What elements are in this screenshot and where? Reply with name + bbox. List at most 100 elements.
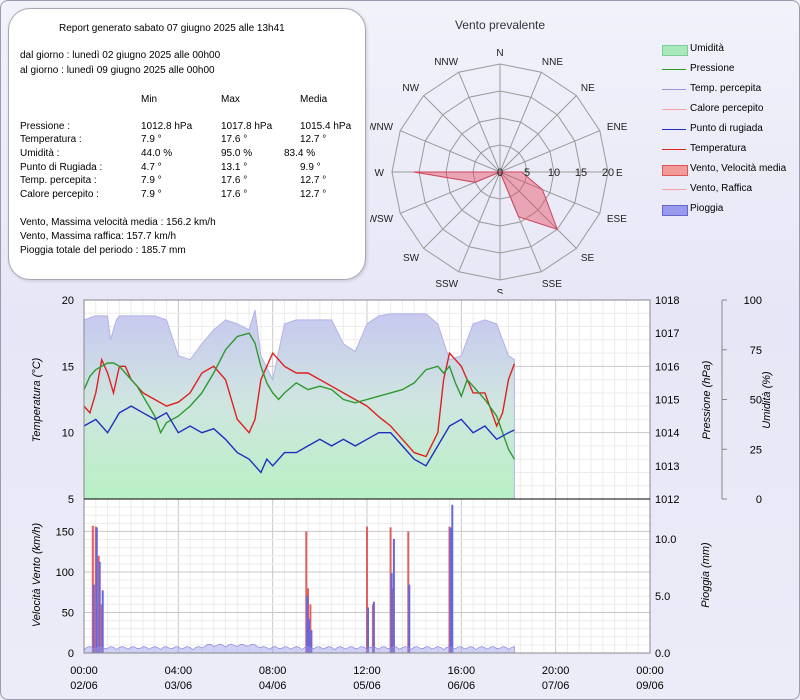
wind-axis-title: Velocità Vento (km/h) bbox=[31, 522, 43, 627]
stat-max: 17.6 ° bbox=[221, 175, 248, 186]
wind-rose-speed-area bbox=[413, 171, 559, 231]
stat-min: 7.9 ° bbox=[141, 189, 162, 200]
wind-direction-label: WNW bbox=[370, 122, 394, 133]
x-tick-time-label: 04:00 bbox=[165, 665, 193, 677]
wind-tick-label: 150 bbox=[56, 526, 74, 538]
humidity-tick-label: 100 bbox=[744, 295, 762, 307]
stat-min: 44.0 % bbox=[141, 148, 173, 159]
legend-label: Temperatura bbox=[690, 143, 747, 154]
wind-rose-tick-label: 20 bbox=[602, 167, 614, 179]
wind-tick-label: 50 bbox=[62, 607, 74, 619]
col-avg-header: Media bbox=[300, 94, 328, 105]
legend-label: Vento, Raffica bbox=[690, 183, 753, 194]
stat-label: Temperatura : bbox=[20, 134, 82, 145]
stat-label: Punto di Rugiada : bbox=[20, 162, 103, 173]
legend-label: Vento, Velocità media bbox=[690, 163, 787, 174]
stat-avg: 83.4 % bbox=[284, 148, 316, 159]
x-tick-time-label: 00:00 bbox=[70, 665, 98, 677]
x-tick-date-label: 09/06 bbox=[636, 680, 664, 692]
rain-tick-label: 0.0 bbox=[655, 648, 670, 660]
legend-swatch bbox=[662, 205, 688, 216]
wind-rose-spoke bbox=[499, 171, 577, 249]
stat-min: 7.9 ° bbox=[141, 175, 162, 186]
x-tick-time-label: 20:00 bbox=[542, 665, 570, 677]
period-to: al giorno : lunedì 09 giugno 2025 alle 0… bbox=[20, 65, 215, 76]
humidity-tick-label: 0 bbox=[756, 494, 762, 506]
wind-tick-label: 0 bbox=[68, 648, 74, 660]
temperature-axis-title: Temperatura (°C) bbox=[31, 357, 43, 442]
x-tick-time-label: 16:00 bbox=[448, 665, 476, 677]
wind-direction-label: N bbox=[496, 48, 503, 59]
wind-rose-tick-label: 10 bbox=[548, 167, 560, 179]
legend-item: Umidità bbox=[656, 40, 800, 60]
wind-direction-label: E bbox=[616, 168, 623, 179]
legend-item: Punto di rugiada bbox=[656, 120, 800, 140]
wind-rose-tick-label: 5 bbox=[524, 167, 530, 179]
wind-rose-spoke bbox=[458, 72, 501, 173]
wind-max-avg: Vento, Massima velocità media : 156.2 km… bbox=[20, 217, 216, 228]
wind-direction-label: ENE bbox=[607, 122, 628, 133]
wind-rose-title: Vento prevalente bbox=[455, 18, 545, 32]
pressure-tick-label: 1014 bbox=[655, 428, 679, 440]
wind-rose-spoke bbox=[499, 171, 600, 214]
legend-item: Vento, Velocità media bbox=[656, 160, 800, 180]
stat-max: 95.0 % bbox=[221, 148, 253, 159]
pressure-tick-label: 1018 bbox=[655, 295, 679, 307]
x-tick-date-label: 02/06 bbox=[70, 680, 98, 692]
stat-max: 17.6 ° bbox=[221, 189, 248, 200]
legend-item: Calore percepito bbox=[656, 100, 800, 120]
legend-swatch bbox=[662, 89, 686, 90]
wind-direction-label: SSE bbox=[542, 279, 562, 290]
wind-rose-spoke bbox=[499, 72, 542, 173]
pressure-axis-title: Pressione (hPa) bbox=[701, 360, 713, 439]
x-tick-time-label: 08:00 bbox=[259, 665, 287, 677]
legend: Umidità Pressione Temp. percepita Calore pe… bbox=[656, 40, 800, 220]
legend-label: Umidità bbox=[690, 43, 724, 54]
legend-label: Pressione bbox=[690, 63, 735, 74]
stat-label: Pressione : bbox=[20, 121, 71, 132]
pressure-tick-label: 1013 bbox=[655, 461, 679, 473]
wind-direction-label: SE bbox=[581, 253, 595, 264]
stat-min: 1012.8 hPa bbox=[141, 121, 193, 132]
wind-rose-tick-label: 15 bbox=[575, 167, 587, 179]
legend-swatch bbox=[662, 109, 686, 110]
x-tick-date-label: 04/06 bbox=[259, 680, 287, 692]
legend-label: Temp. percepita bbox=[690, 83, 762, 94]
x-tick-date-label: 03/06 bbox=[165, 680, 193, 692]
pressure-tick-label: 1012 bbox=[655, 494, 679, 506]
pressure-tick-label: 1016 bbox=[655, 361, 679, 373]
x-tick-time-label: 12:00 bbox=[353, 665, 381, 677]
col-min-header: Min bbox=[141, 94, 158, 105]
wind-direction-label: S bbox=[497, 288, 504, 294]
wind-rose-spoke bbox=[499, 95, 577, 173]
x-tick-date-label: 07/06 bbox=[542, 680, 570, 692]
legend-label: Punto di rugiada bbox=[690, 123, 763, 134]
legend-swatch bbox=[662, 165, 688, 176]
period-from: dal giorno : lunedì 02 giugno 2025 alle … bbox=[20, 50, 221, 61]
wind-rose-spoke bbox=[423, 171, 501, 249]
wind-rose-spoke bbox=[423, 95, 501, 173]
rain-tick-label: 10.0 bbox=[655, 534, 676, 546]
stat-min: 4.7 ° bbox=[141, 162, 162, 173]
stat-max: 17.6 ° bbox=[221, 134, 248, 145]
legend-item: Vento, Raffica bbox=[656, 180, 800, 200]
stat-label: Calore percepito : bbox=[20, 189, 99, 200]
temperature-tick-label: 15 bbox=[62, 361, 74, 373]
legend-item: Pioggia bbox=[656, 200, 800, 220]
x-tick-date-label: 05/06 bbox=[353, 680, 381, 692]
wind-tick-label: 100 bbox=[56, 567, 74, 579]
humidity-axis-title: Umidità (%) bbox=[761, 371, 773, 429]
stat-min: 7.9 ° bbox=[141, 134, 162, 145]
stat-label: Temp. percepita : bbox=[20, 175, 97, 186]
legend-swatch bbox=[662, 149, 686, 150]
temperature-tick-label: 20 bbox=[62, 295, 74, 307]
rain-axis-title: Pioggia (mm) bbox=[700, 542, 712, 608]
stat-avg: 12.7 ° bbox=[300, 175, 327, 186]
temperature-tick-label: 10 bbox=[62, 428, 74, 440]
x-tick-time-label: 00:00 bbox=[636, 665, 664, 677]
stat-max: 13.1 ° bbox=[221, 162, 248, 173]
wind-direction-label: SW bbox=[403, 253, 420, 264]
legend-swatch bbox=[662, 189, 686, 190]
wind-direction-label: NE bbox=[581, 83, 595, 94]
humidity-tick-label: 25 bbox=[750, 444, 762, 456]
